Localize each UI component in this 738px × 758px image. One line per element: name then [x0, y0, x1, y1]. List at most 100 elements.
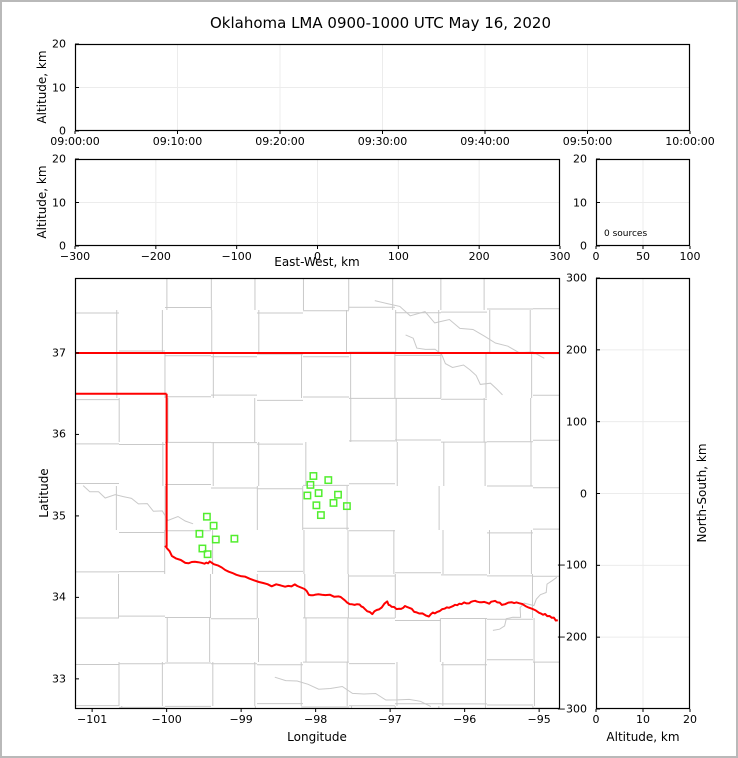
panel-border — [74, 43, 691, 132]
tick-label: −98 — [304, 713, 328, 726]
altitude-axis-label-ew-panel: Altitude, km — [35, 165, 49, 239]
tick-label: −100 — [151, 713, 182, 726]
eastwest-axis-label: East-West, km — [274, 255, 360, 269]
time-altitude-panel — [74, 43, 691, 134]
northsouth-altitude-canvas — [595, 277, 691, 712]
tick-label: 50 — [636, 250, 650, 263]
tick-label: 10 — [573, 196, 587, 209]
tick-label: 33 — [52, 672, 66, 686]
tick-label: 100 — [387, 250, 409, 263]
tick-label: −95 — [527, 713, 551, 726]
tick-label: 36 — [52, 427, 66, 441]
lma-source-marker — [195, 529, 204, 538]
northsouth-altitude-panel — [595, 277, 691, 712]
tick-label: −97 — [378, 713, 402, 726]
tick-label: 37 — [52, 346, 66, 360]
river-line — [405, 334, 503, 396]
lma-source-marker — [314, 489, 323, 498]
plan-view-map-panel — [74, 277, 561, 712]
tick-label: 09:30:00 — [357, 135, 408, 148]
tick-label: 0 — [580, 487, 587, 500]
tick-label: −96 — [453, 713, 477, 726]
tick-label: 10 — [52, 196, 66, 209]
lma-source-marker — [309, 472, 318, 480]
tick-label: 300 — [566, 271, 587, 285]
river-line — [274, 676, 432, 708]
lma-source-marker — [329, 498, 338, 507]
plan-view-map-canvas — [74, 277, 561, 712]
tick-label: 10 — [52, 81, 66, 94]
map-layers — [75, 278, 560, 709]
tick-label: 34 — [52, 590, 66, 604]
tick-label: 09:00:00 — [50, 135, 100, 148]
tick-label: 09:40:00 — [460, 135, 510, 148]
tick-label: 35 — [52, 509, 66, 523]
tick-label: 0 — [592, 250, 600, 263]
time-altitude-plot-canvas — [74, 43, 691, 134]
lma-source-marker — [230, 534, 239, 543]
tick-label: 0 — [59, 239, 66, 253]
river-line — [374, 300, 545, 359]
state-boundary-layer — [75, 351, 560, 622]
source-count-annotation: 0 sources — [604, 229, 648, 239]
lma-source-marker — [342, 502, 351, 511]
tick-label: −300 — [556, 702, 587, 716]
tick-label: 0 — [314, 250, 321, 263]
altitude-histogram-panel — [595, 158, 691, 249]
tick-label: 0 — [59, 124, 66, 138]
red-river-boundary — [164, 545, 558, 622]
tick-label: −200 — [140, 250, 171, 263]
tick-label: 100 — [566, 415, 587, 429]
tick-label: 20 — [52, 152, 66, 166]
tick-label: 20 — [52, 37, 66, 51]
eastwest-altitude-panel — [74, 158, 561, 249]
tick-label: 0 — [592, 713, 600, 726]
tick-label: 09:10:00 — [152, 135, 203, 148]
lma-source-marker — [198, 544, 207, 553]
tick-label: 09:20:00 — [255, 135, 305, 148]
lma-source-marker — [202, 512, 211, 521]
lma-source-marker — [334, 490, 342, 499]
river-line — [492, 576, 558, 631]
panel-border — [595, 158, 691, 247]
tick-label: 100 — [679, 250, 701, 263]
figure-title: Oklahoma LMA 0900-1000 UTC May 16, 2020 — [209, 14, 552, 32]
lma-source-marker — [209, 521, 218, 530]
lma-source-layer — [195, 472, 351, 559]
tick-label: 10:00:00 — [665, 135, 715, 148]
tick-label: −100 — [556, 558, 587, 572]
tick-label: 10 — [636, 713, 650, 726]
eastwest-altitude-plot-canvas — [74, 158, 561, 249]
river-line — [82, 485, 194, 525]
altitude-axis-label-ns-panel: Altitude, km — [606, 730, 680, 744]
county-boundary-layer — [75, 278, 560, 709]
lma-source-marker — [306, 480, 315, 489]
panel-border — [74, 277, 561, 710]
lma-source-marker — [312, 501, 321, 510]
longitude-axis-label: Longitude — [287, 730, 347, 744]
tick-label: 20 — [683, 713, 697, 726]
tick-label: −101 — [77, 713, 108, 726]
tick-label: −100 — [221, 250, 252, 263]
lma-source-marker — [324, 476, 333, 485]
tick-label: −99 — [229, 713, 253, 726]
lma-source-marker — [303, 491, 312, 500]
lma-source-marker — [316, 511, 325, 520]
tick-label: 0 — [580, 239, 587, 253]
lma-source-marker — [211, 535, 220, 544]
tick-label: 200 — [468, 250, 490, 263]
tick-label: 300 — [549, 250, 571, 263]
panel-border — [74, 158, 561, 247]
latitude-axis-label: Latitude — [37, 468, 51, 518]
lma-source-marker — [203, 550, 212, 559]
tick-label: −200 — [556, 630, 587, 644]
panel-border — [595, 277, 691, 710]
northsouth-axis-label: North-South, km — [695, 443, 709, 543]
altitude-histogram-canvas — [595, 158, 691, 249]
tick-label: 200 — [566, 343, 587, 357]
tick-label: 09:50:00 — [562, 135, 613, 148]
tick-label: 20 — [573, 152, 587, 166]
tick-label: −300 — [59, 250, 91, 263]
altitude-axis-label-time-panel: Altitude, km — [35, 50, 49, 124]
